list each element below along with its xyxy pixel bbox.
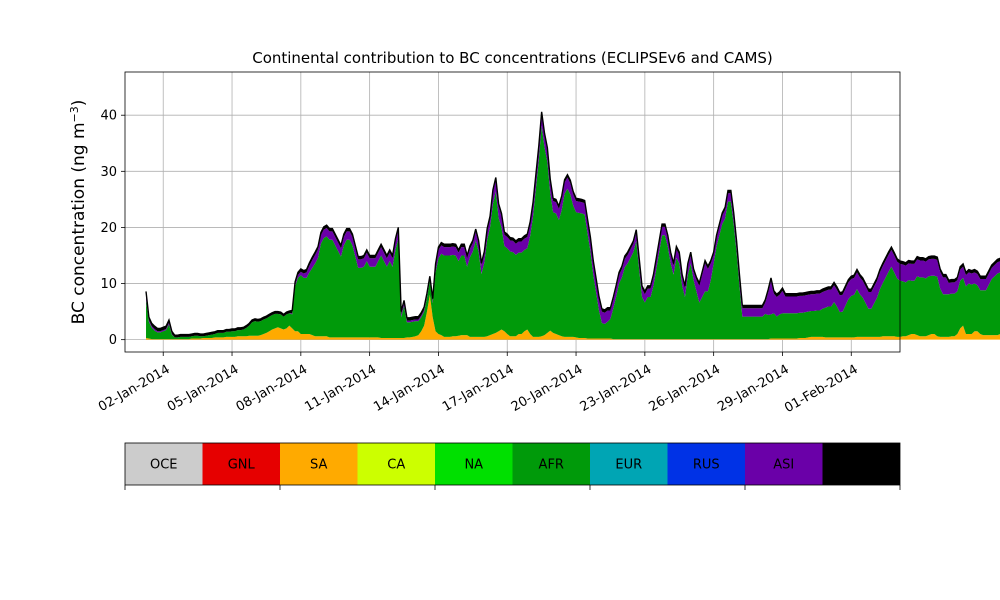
legend-label-afr: AFR xyxy=(539,458,564,473)
x-tick-label: 11-Jan-2014 xyxy=(302,362,379,415)
y-axis-label-suffix: ) xyxy=(69,100,89,107)
legend-swatch-ca xyxy=(357,443,435,485)
legend-label-rus: RUS xyxy=(693,458,720,473)
legend-label-asi: ASI xyxy=(773,458,794,473)
legend-label-gnl: GNL xyxy=(228,458,256,473)
legend-swatch-eur xyxy=(590,443,668,485)
x-tick-label: 14-Jan-2014 xyxy=(371,362,448,415)
legend-swatch-aus xyxy=(822,443,900,485)
x-tick-label: 29-Jan-2014 xyxy=(715,362,792,415)
y-axis-label-superscript: −3 xyxy=(68,106,81,122)
x-tick-label: 17-Jan-2014 xyxy=(440,362,517,415)
x-tick-label: 05-Jan-2014 xyxy=(165,362,242,415)
x-tick-label: 01-Feb-2014 xyxy=(782,362,861,416)
legend-swatch-na xyxy=(435,443,513,485)
chart-title: Continental contribution to BC concentra… xyxy=(252,49,773,67)
y-tick-label: 10 xyxy=(100,277,117,292)
legend-colorbar: OCE GNL SA CA NA AFR EUR RUS ASI AUS xyxy=(124,442,901,490)
legend-swatch-sa xyxy=(280,443,358,485)
legend-frame xyxy=(124,442,901,486)
legend-swatch-gnl xyxy=(202,443,280,485)
x-tick-label: 23-Jan-2014 xyxy=(578,362,655,415)
y-axis-label: BC concentration (ng m−3) xyxy=(68,100,90,325)
legend-label-ca: CA xyxy=(387,458,405,473)
y-tick-label: 40 xyxy=(100,109,117,124)
x-tick-label: 02-Jan-2014 xyxy=(96,362,173,415)
legend-swatch-rus xyxy=(667,443,745,485)
legend-swatch-afr xyxy=(512,443,590,485)
y-tick-label: 20 xyxy=(100,221,117,236)
plot-frame xyxy=(124,71,901,353)
legend-label-eur: EUR xyxy=(615,458,642,473)
y-tick-label: 0 xyxy=(109,333,117,348)
total-outline xyxy=(145,111,1000,336)
legend-label-sa: SA xyxy=(310,458,327,473)
legend-swatch-asi xyxy=(745,443,823,485)
x-tick-label: 08-Jan-2014 xyxy=(234,362,311,415)
x-tick-label: 26-Jan-2014 xyxy=(646,362,723,415)
stacked-areas xyxy=(145,111,1000,340)
series-area-sa xyxy=(146,294,1000,340)
legend-label-aus: AUS xyxy=(848,458,875,473)
y-tick-label: 30 xyxy=(100,165,117,180)
series-area-afr xyxy=(146,125,1000,340)
legend-label-oce: OCE xyxy=(150,458,178,473)
legend-label-na: NA xyxy=(464,458,483,473)
x-tick-label: 20-Jan-2014 xyxy=(509,362,586,415)
legend-swatch-oce xyxy=(125,443,203,485)
y-axis-label-prefix: BC concentration (ng m xyxy=(69,122,89,324)
